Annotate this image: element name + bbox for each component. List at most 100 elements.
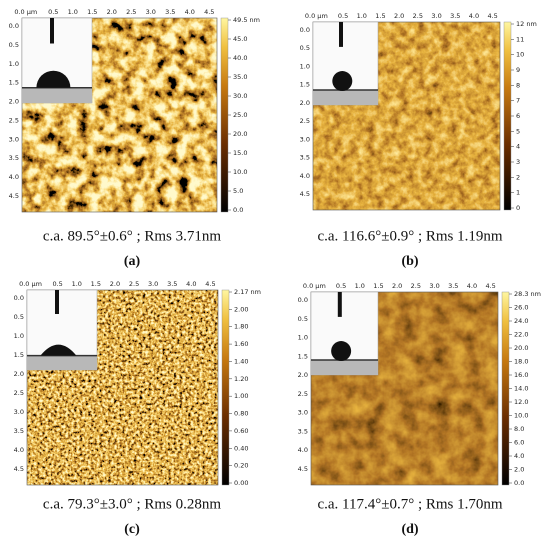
y-tick-label: 3.5 (298, 427, 308, 435)
y-tick-label: 4.0 (9, 173, 19, 181)
y-tick-label: 0.5 (300, 44, 310, 52)
y-tick-label: 4.5 (298, 465, 308, 473)
colorbar-tick-label: 4 (516, 143, 520, 151)
image-frame (312, 21, 501, 211)
y-tick-label: 4.5 (9, 192, 19, 200)
colorbar-tick-label: 2.0 (514, 466, 524, 474)
x-tick-label: 0.0 μm (305, 12, 328, 20)
y-tick-label: 2.0 (298, 371, 308, 379)
y-tick-label: 3.0 (9, 135, 19, 143)
colorbar-tick-label: 8 (516, 81, 520, 89)
x-tick-label: 3.0 (429, 282, 439, 290)
y-tick-label: 1.0 (14, 332, 24, 340)
y-tick-label: 0.0 (300, 26, 310, 34)
x-tick-label: 3.0 (431, 12, 441, 20)
y-tick-label: 2.0 (9, 98, 19, 106)
y-tick-label: 4.0 (14, 446, 24, 454)
colorbar-tick-label: 15.0 (233, 149, 247, 157)
x-tick-label: 3.0 (146, 8, 156, 16)
y-tick-label: 4.5 (14, 465, 24, 473)
colorbar-tick-label: 20.0 (514, 344, 528, 352)
colorbar-tick-label: 18.0 (514, 358, 528, 366)
colorbar-tick-label: 5.0 (233, 187, 243, 195)
panel-label: (c) (124, 522, 140, 537)
y-tick-label: 1.5 (298, 352, 308, 360)
y-tick-label: 4.5 (300, 190, 310, 198)
x-tick-label: 4.5 (204, 8, 214, 16)
colorbar-tick-label: 49.5 nm (233, 16, 260, 24)
panel-label: (b) (401, 254, 418, 269)
y-tick-label: 3.5 (14, 427, 24, 435)
x-tick-label: 0.0 μm (14, 8, 37, 16)
y-tick-label: 1.0 (298, 334, 308, 342)
colorbar-tick-label: 1.80 (234, 323, 248, 331)
colorbar-tick-label: 0.60 (234, 427, 248, 435)
colorbar-tick-label: 22.0 (514, 331, 528, 339)
needle (337, 292, 342, 317)
droplet (40, 344, 77, 356)
x-tick-label: 4.0 (185, 8, 195, 16)
x-tick-label: 1.5 (87, 8, 97, 16)
colorbar-tick-label: 26.0 (514, 304, 528, 312)
x-tick-label: 3.0 (148, 280, 158, 288)
colorbar-tick-label: 8.0 (514, 425, 524, 433)
colorbar-tick-label: 0.20 (234, 462, 248, 470)
x-tick-label: 2.0 (110, 280, 120, 288)
y-tick-label: 0.5 (9, 41, 19, 49)
y-tick-label: 1.5 (300, 81, 310, 89)
colorbar-tick-label: 14.0 (514, 385, 528, 393)
colorbar-tick-label: 45.0 (233, 35, 247, 43)
x-tick-label: 4.0 (469, 12, 479, 20)
needle (339, 22, 343, 47)
y-tick-label: 3.0 (298, 409, 308, 417)
droplet (36, 70, 71, 88)
colorbar-tick-label: 2.00 (234, 305, 248, 313)
panel-label: (d) (401, 522, 418, 537)
panel-label: (a) (124, 254, 141, 269)
colorbar (501, 291, 510, 486)
colorbar-tick-label: 1 (516, 189, 520, 197)
colorbar-tick-label: 4.0 (514, 452, 524, 460)
colorbar-tick-label: 0.00 (234, 479, 248, 487)
colorbar-tick-label: 10.0 (514, 412, 528, 420)
x-tick-label: 4.0 (186, 280, 196, 288)
x-tick-label: 0.0 μm (19, 280, 42, 288)
y-tick-label: 0.5 (14, 313, 24, 321)
y-tick-label: 2.5 (298, 390, 308, 398)
colorbar (220, 17, 229, 213)
colorbar-tick-label: 1.40 (234, 357, 248, 365)
x-tick-label: 2.5 (129, 280, 139, 288)
colorbar-tick-label: 30.0 (233, 92, 247, 100)
colorbar-tick-label: 0.0 (233, 206, 243, 214)
x-tick-label: 1.0 (357, 12, 367, 20)
colorbar-tick-label: 35.0 (233, 73, 247, 81)
y-tick-label: 3.5 (9, 154, 19, 162)
x-tick-label: 2.0 (107, 8, 117, 16)
x-tick-label: 1.5 (91, 280, 101, 288)
y-tick-label: 0.0 (14, 294, 24, 302)
caption: c.a. 116.6°±0.9° ; Rms 1.19nm (317, 228, 502, 244)
x-tick-label: 2.0 (392, 282, 402, 290)
y-tick-label: 0.0 (298, 296, 308, 304)
colorbar-tick-label: 6 (516, 112, 520, 120)
needle (50, 18, 54, 44)
colorbar-tick-label: 0.80 (234, 410, 248, 418)
x-tick-label: 2.5 (413, 12, 423, 20)
substrate (311, 360, 378, 375)
colorbar-tick-label: 0.40 (234, 444, 248, 452)
x-tick-label: 1.0 (355, 282, 365, 290)
colorbar-tick-label: 25.0 (233, 111, 247, 119)
x-tick-label: 4.5 (487, 12, 497, 20)
colorbar-tick-label: 1.60 (234, 340, 248, 348)
colorbar (221, 289, 230, 486)
y-tick-label: 2.5 (300, 117, 310, 125)
colorbar-tick-label: 6.0 (514, 439, 524, 447)
y-tick-label: 1.5 (14, 351, 24, 359)
x-tick-label: 0.5 (338, 12, 348, 20)
colorbar-tick-label: 1.20 (234, 375, 248, 383)
caption: c.a. 117.4°±0.7° ; Rms 1.70nm (317, 496, 502, 512)
x-tick-label: 2.0 (394, 12, 404, 20)
x-tick-label: 1.0 (72, 280, 82, 288)
colorbar-tick-label: 11 (516, 35, 524, 43)
